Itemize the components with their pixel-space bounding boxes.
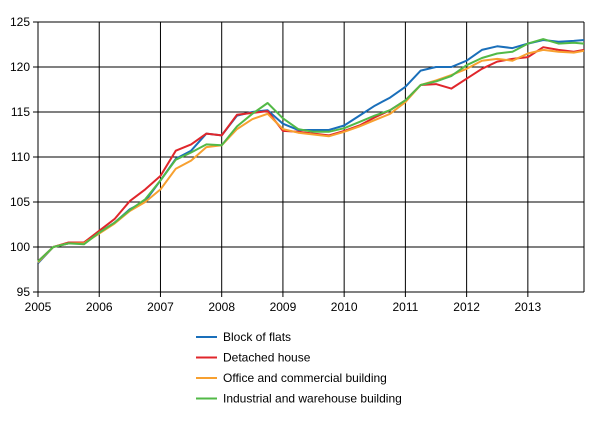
x-tick-label: 2012 [453,300,480,314]
x-tick-label: 2009 [270,300,297,314]
legend-label-1: Detached house [223,351,311,365]
series-lines [37,38,585,264]
y-tick-label: 125 [10,15,30,29]
series-line-3 [37,38,585,263]
x-tick-label: 2013 [514,300,541,314]
x-tick-label: 2011 [392,300,418,314]
series-line-2 [37,48,585,264]
y-tick-label: 120 [10,60,30,74]
y-tick-label: 105 [10,195,30,209]
x-tick-label: 2005 [25,300,52,314]
series-line-1 [37,46,585,263]
x-tick-label: 2006 [86,300,113,314]
x-tick-label: 2010 [331,300,358,314]
legend-label-0: Block of flats [223,330,291,344]
y-tick-label: 110 [11,150,30,164]
legend: Block of flats Detached house Office and c… [196,330,402,406]
x-tick-label: 2007 [147,300,174,314]
legend-label-3: Industrial and warehouse building [223,392,402,406]
y-tick-label: 95 [17,285,31,299]
series-line-0 [37,39,585,264]
y-tick-label: 115 [11,105,30,119]
y-tick-label: 100 [10,240,30,254]
x-tick-label: 2008 [208,300,235,314]
grid [37,21,585,297]
axes: 95 100 105 110 115 120 125 2005 2006 2007 2008 2009… [10,15,542,314]
legend-label-2: Office and commercial building [223,371,387,385]
